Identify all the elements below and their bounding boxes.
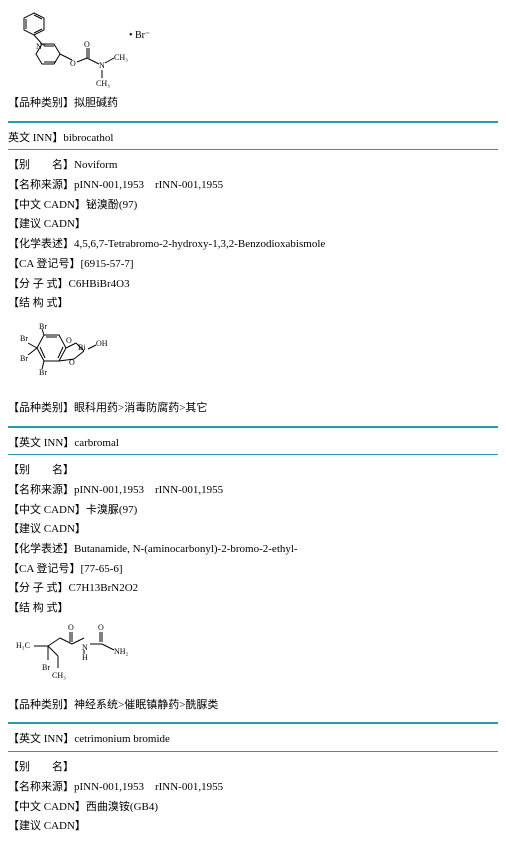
svg-text:CH₃: CH₃ [114, 53, 128, 62]
svg-text:Bi: Bi [78, 343, 86, 352]
source-value: pINN-001,1953 rINN-001,1955 [74, 484, 223, 496]
category-value: 眼科用药>消毒防腐药>其它 [74, 402, 207, 414]
svg-text:N: N [82, 643, 88, 652]
alias-label: 别 名 [8, 464, 74, 476]
ca-value: [77-65-6] [80, 563, 122, 575]
category-row-0: 品种类别拟胆碱药 [8, 94, 498, 113]
ca-label: CA 登记号 [8, 258, 80, 270]
svg-text:O: O [70, 59, 76, 68]
svg-text:O: O [69, 358, 75, 367]
svg-text:Br: Br [39, 368, 47, 377]
mf-label: 分 子 式 [8, 278, 69, 290]
entry-1: 英文 INN】bibrocathol 别 名Noviform 名称来源pINN-… [8, 129, 498, 418]
entry-0-tail: N⁺ O O N CH₃ CH₃ • Br⁻ 品种类别拟胆碱药 [8, 8, 498, 113]
divider-sub-1 [8, 149, 498, 150]
entry-2: 英文 INNcarbromal 别 名 名称来源pINN-001,1953 rI… [8, 434, 498, 715]
alias-label: 别 名 [8, 159, 74, 171]
source-value: pINN-001,1953 rINN-001,1955 [74, 179, 223, 191]
mf-value: C7H13BrN2O2 [69, 582, 139, 594]
svg-text:O: O [66, 336, 72, 345]
inn-en-label: 英文 INN [8, 437, 74, 449]
entry-3: 英文 INNcetrimonium bromide 别 名 名称来源pINN-0… [8, 730, 498, 835]
svg-text:H: H [82, 653, 88, 662]
inn-en-label: 英文 INN [8, 132, 52, 144]
svg-text:N⁺: N⁺ [36, 42, 46, 51]
category-row-1: 品种类别眼科用药>消毒防腐药>其它 [8, 399, 498, 418]
svg-text:Br: Br [20, 354, 28, 363]
svg-text:N: N [99, 61, 105, 70]
struct-label: 结 构 式 [8, 602, 69, 614]
sugg-cadn-label: 建议 CADN [8, 218, 86, 230]
mf-label: 分 子 式 [8, 582, 69, 594]
inn-en-label: 英文 INN [8, 733, 74, 745]
inn-en-value: bibrocathol [63, 132, 113, 144]
category-value: 神经系统>催眠镇静药>酰脲类 [74, 699, 218, 711]
source-value: pINN-001,1953 rINN-001,1955 [74, 781, 223, 793]
category-label: 品种类别 [8, 402, 74, 414]
svg-text:O: O [68, 623, 74, 632]
chem-value: 4,5,6,7-Tetrabromo-2-hydroxy-1,3,2-Benzo… [74, 238, 325, 250]
chem-label: 化学表述 [8, 543, 74, 555]
category-label: 品种类别 [8, 699, 74, 711]
svg-text:CH₃: CH₃ [96, 79, 110, 88]
divider-strong-1 [8, 121, 498, 123]
structure-icon-0: N⁺ O O N CH₃ CH₃ • Br⁻ [14, 8, 164, 88]
cn-cadn-value: 卡溴脲(97) [86, 504, 137, 516]
inn-en-value: carbromal [74, 437, 119, 449]
divider-sub-3 [8, 751, 498, 752]
struct-label: 结 构 式 [8, 297, 69, 309]
ca-label: CA 登记号 [8, 563, 80, 575]
divider-sub-2 [8, 454, 498, 455]
chem-value: Butanamide, N-(aminocarbonyl)-2-bromo-2-… [74, 543, 298, 555]
inn-en-value: cetrimonium bromide [74, 733, 170, 745]
divider-strong-2 [8, 426, 498, 428]
structure-icon-1: O O Bi OH Br Br Br Br [14, 315, 134, 393]
cn-cadn-label: 中文 CADN [8, 801, 86, 813]
cn-cadn-label: 中文 CADN [8, 199, 86, 211]
cn-cadn-value: 铋溴酚(97) [86, 199, 137, 211]
source-label: 名称来源 [8, 781, 74, 793]
divider-strong-3 [8, 722, 498, 724]
cn-cadn-label: 中文 CADN [8, 504, 86, 516]
category-value: 拟胆碱药 [74, 97, 118, 109]
source-label: 名称来源 [8, 179, 74, 191]
svg-text:OH: OH [96, 339, 108, 348]
source-label: 名称来源 [8, 484, 74, 496]
category-label: 品种类别 [8, 97, 74, 109]
sugg-cadn-label: 建议 CADN [8, 523, 86, 535]
formula-note: • Br⁻ [129, 30, 150, 41]
svg-text:CH₃: CH₃ [52, 671, 66, 680]
sugg-cadn-label: 建议 CADN [8, 820, 86, 832]
svg-text:O: O [84, 40, 90, 49]
structure-icon-2: H₃C Br CH₃ O N H O [14, 620, 164, 690]
alias-value: Noviform [74, 159, 117, 171]
svg-text:Br: Br [42, 663, 50, 672]
svg-text:H₃C: H₃C [16, 641, 30, 650]
svg-text:NH₂: NH₂ [114, 647, 129, 656]
inn-row: 英文 INN】bibrocathol [8, 129, 498, 148]
svg-text:O: O [98, 623, 104, 632]
category-row-2: 品种类别神经系统>催眠镇静药>酰脲类 [8, 696, 498, 715]
cn-cadn-value: 西曲溴铵(GB4) [86, 801, 158, 813]
ca-value: [6915-57-7] [80, 258, 133, 270]
alias-label: 别 名 [8, 761, 74, 773]
mf-value: C6HBiBr4O3 [69, 278, 130, 290]
svg-text:Br: Br [20, 334, 28, 343]
svg-text:Br: Br [39, 322, 47, 331]
chem-label: 化学表述 [8, 238, 74, 250]
